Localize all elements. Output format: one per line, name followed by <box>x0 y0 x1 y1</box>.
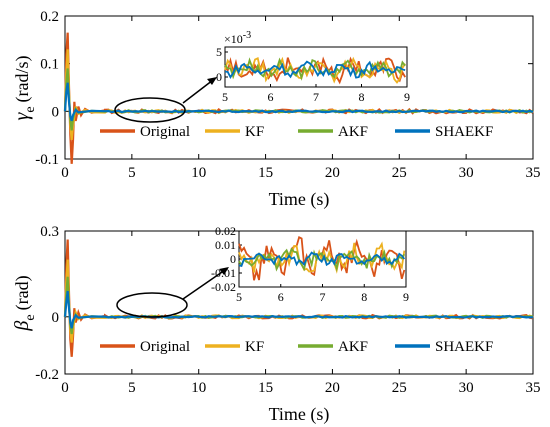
x-tick-label: 25 <box>392 380 407 396</box>
inset-x-tick-label: 9 <box>404 90 410 104</box>
inset-x-tick-label: 8 <box>361 290 367 304</box>
x-tick-label: 10 <box>191 380 206 396</box>
ylabel-sub-gamma: e <box>23 106 38 112</box>
inset-x-tick-label: 7 <box>320 290 326 304</box>
y-tick-label: 0.2 <box>40 9 59 25</box>
zoom-arrow-gamma <box>182 79 214 104</box>
xlabel-beta: Time (s) <box>269 404 330 425</box>
x-tick-label: 0 <box>61 165 69 181</box>
x-tick-label: 30 <box>459 165 474 181</box>
inset-y-tick-label: 0 <box>230 252 236 266</box>
legend-beta: Original KF AKF SHAEKF <box>100 339 493 355</box>
svg-text:γe(rad/s): γe (rad/s) <box>11 55 38 120</box>
y-tick-label: 0.3 <box>40 224 59 240</box>
inset-beta: 5 6 7 8 9 0.020.010-0.01-0.02 <box>211 224 409 304</box>
y-tick-label: -0.2 <box>35 367 59 383</box>
inset-y-tick-label: 0.01 <box>215 238 236 252</box>
legend-label-akf: AKF <box>338 124 368 140</box>
inset-y-tick-label: -0.02 <box>211 280 236 294</box>
inset-series-line-akf <box>238 247 406 272</box>
x-tick-label: 15 <box>258 165 273 181</box>
x-tick-label: 25 <box>392 165 407 181</box>
xlabel-gamma: Time (s) <box>269 189 330 210</box>
zoom-ellipse-beta <box>116 292 188 318</box>
panel-gamma: γe(rad/s) 0 5 10 15 20 25 30 35 -0.100.10.2 Tim… <box>11 9 541 210</box>
inset-exponent-gamma: ×10-3 <box>224 30 251 46</box>
legend-label-kf: KF <box>245 124 264 140</box>
series-line-shaekf <box>63 82 534 122</box>
inset-x-tick-label: 9 <box>403 290 409 304</box>
inset-y-tick-label: -0.01 <box>211 266 236 280</box>
svg-text:βe(rad): βe (rad) <box>11 275 38 331</box>
x-tick-label: 20 <box>325 165 340 181</box>
inset-x-tick-label: 5 <box>222 90 228 104</box>
x-tick-label: 35 <box>526 165 541 181</box>
legend-label-original: Original <box>140 339 190 355</box>
x-tick-label: 20 <box>325 380 340 396</box>
inset-x-tick-label: 7 <box>313 90 319 104</box>
x-tick-label: 10 <box>191 165 206 181</box>
ylabel-sub-beta: e <box>23 314 38 320</box>
legend-gamma: Original KF AKF SHAEKF <box>100 124 493 140</box>
x-tick-label: 35 <box>526 380 541 396</box>
legend-label-original: Original <box>140 124 190 140</box>
y-tick-label: 0 <box>52 104 60 120</box>
inset-series-line-shaekf <box>238 251 406 267</box>
x-tick-label: 30 <box>459 380 474 396</box>
ylabel-gamma: γe (rad/s) <box>11 55 38 120</box>
legend-label-shaekf: SHAEKF <box>435 339 493 355</box>
ylabel-unit-beta: (rad) <box>12 275 33 310</box>
inset-y-tick-label: 0 <box>216 70 222 84</box>
inset-y-tick-label: 5 <box>216 45 222 59</box>
ylabel-unit-gamma: (rad/s) <box>12 55 33 102</box>
y-tick-label: 0 <box>52 310 60 326</box>
x-tick-label: 0 <box>61 380 69 396</box>
ylabel-symbol-gamma: γ <box>11 112 33 121</box>
ylabel-beta: βe (rad) <box>11 275 38 331</box>
inset-y-tick-label: 0.02 <box>215 224 236 238</box>
inset-series-line-shaekf <box>224 60 406 79</box>
legend-label-akf: AKF <box>338 339 368 355</box>
x-tick-label: 15 <box>258 380 273 396</box>
inset-x-tick-label: 6 <box>278 290 284 304</box>
inset-x-tick-label: 5 <box>236 290 242 304</box>
inset-x-tick-label: 8 <box>359 90 365 104</box>
y-tick-label: 0.1 <box>40 57 59 73</box>
inset-x-tick-label: 6 <box>268 90 274 104</box>
inset-series-line-kf <box>224 56 406 84</box>
zoom-ellipse-gamma <box>114 97 186 123</box>
panel-beta: βe(rad) 0 5 10 15 20 25 30 35 -0.200.3 Time (s)… <box>11 224 541 425</box>
y-tick-label: -0.1 <box>35 152 59 168</box>
arrowhead-beta <box>219 267 229 275</box>
inset-series-line-original <box>224 56 406 85</box>
legend-label-kf: KF <box>245 339 264 355</box>
zoom-arrow-beta <box>182 269 226 300</box>
x-tick-label: 5 <box>128 165 136 181</box>
arrowhead-gamma <box>207 77 217 85</box>
x-tick-label: 5 <box>128 380 136 396</box>
ylabel-symbol-beta: β <box>11 321 33 332</box>
legend-label-shaekf: SHAEKF <box>435 124 493 140</box>
